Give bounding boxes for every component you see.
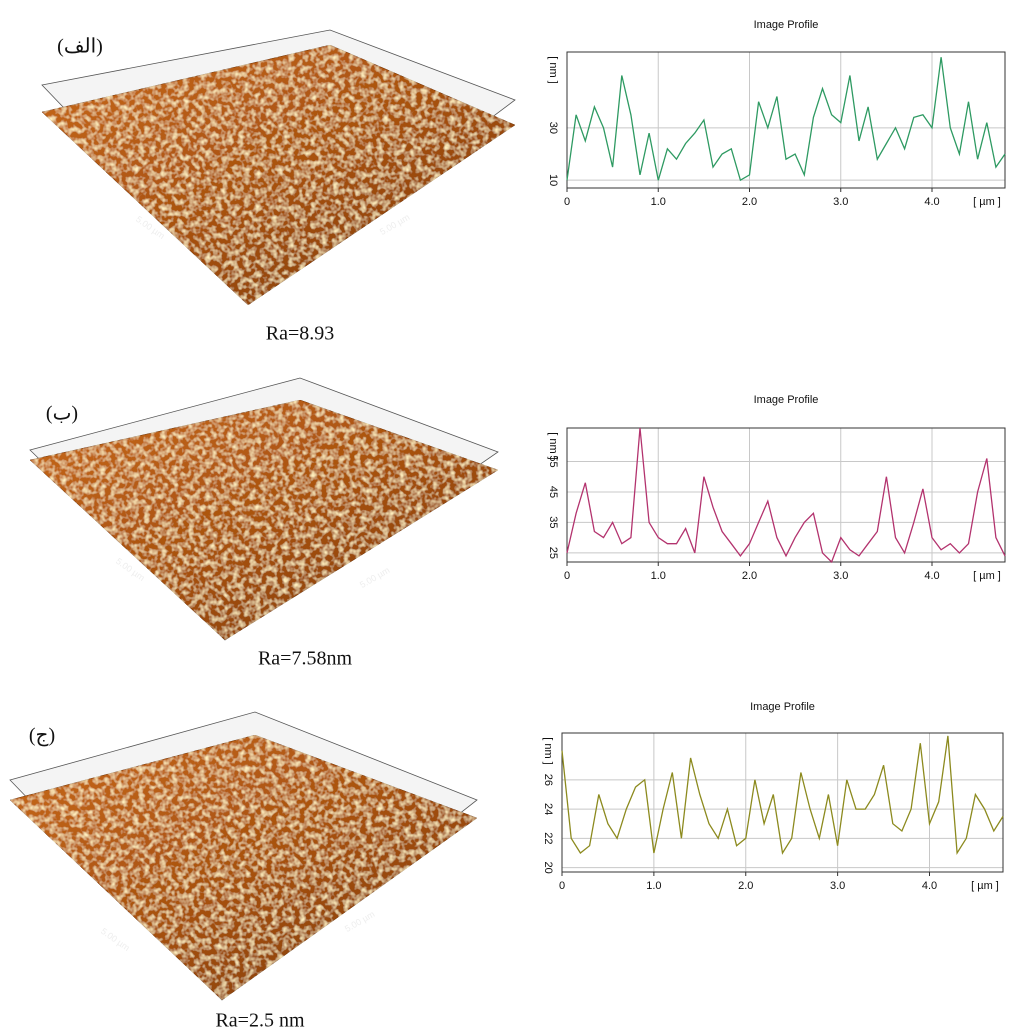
plot-area: [567, 428, 1005, 562]
surface-axis-label: 5.00 µm: [99, 926, 132, 953]
x-tick-label: 4.0: [922, 880, 937, 892]
x-axis-label: [ µm ]: [973, 570, 1001, 582]
surface-axis-label: 5.00 µm: [378, 212, 411, 237]
x-tick-label: 2.0: [742, 570, 757, 582]
y-tick-label: 10: [547, 174, 559, 186]
surface-axis-label: 5.00 µm: [358, 565, 391, 590]
caption: Ra=7.58nm: [258, 648, 352, 670]
profile-line: [561, 735, 1004, 856]
y-tick-label: 20: [542, 861, 554, 873]
x-tick-label: 0: [559, 880, 565, 892]
x-axis-label: [ µm ]: [973, 196, 1001, 208]
profile-line: [566, 57, 1006, 182]
x-tick-label: 2.0: [742, 196, 757, 208]
x-tick-label: 3.0: [833, 570, 848, 582]
afm-surface: [29, 399, 499, 641]
x-tick-label: 1.0: [651, 570, 666, 582]
chart-title: Image Profile: [754, 394, 819, 406]
x-tick-label: 3.0: [830, 880, 845, 892]
x-tick-label: 1.0: [651, 196, 666, 208]
y-tick-label: 45: [547, 486, 559, 498]
x-tick-label: 0: [564, 570, 570, 582]
y-tick-label: 26: [542, 774, 554, 786]
panel-label: (ب): [46, 403, 78, 425]
afm-surface: [9, 734, 478, 1001]
panel-label: (ج): [29, 725, 55, 747]
x-tick-label: 2.0: [738, 880, 753, 892]
plot-frame: [561, 732, 1004, 873]
y-tick-label: 25: [547, 547, 559, 559]
panel-label: (الف): [57, 36, 103, 58]
x-tick-label: 3.0: [833, 196, 848, 208]
afm-surface: [41, 44, 516, 306]
plot-frame: [566, 51, 1006, 189]
y-axis-label: [ nm ]: [542, 737, 554, 765]
x-axis-label: [ µm ]: [971, 880, 999, 892]
caption: Ra=2.5 nm: [215, 1010, 304, 1031]
chart-title: Image Profile: [750, 701, 815, 713]
profile-line: [566, 427, 1006, 564]
y-tick-label: 55: [547, 455, 559, 467]
caption: Ra=8.93: [266, 323, 335, 345]
y-tick-label: 30: [547, 122, 559, 134]
y-axis-label: [ nm ]: [547, 432, 559, 460]
y-tick-label: 35: [547, 516, 559, 528]
chart-title: Image Profile: [754, 19, 819, 31]
plot-frame: [566, 427, 1006, 563]
surface-axis-label: 5.00 µm: [343, 909, 376, 934]
y-tick-label: 22: [542, 832, 554, 844]
x-tick-label: 4.0: [924, 570, 939, 582]
x-tick-label: 1.0: [646, 880, 661, 892]
x-tick-label: 4.0: [924, 196, 939, 208]
y-axis-label: [ nm ]: [547, 56, 559, 84]
x-tick-label: 0: [564, 196, 570, 208]
y-tick-label: 24: [542, 803, 554, 815]
